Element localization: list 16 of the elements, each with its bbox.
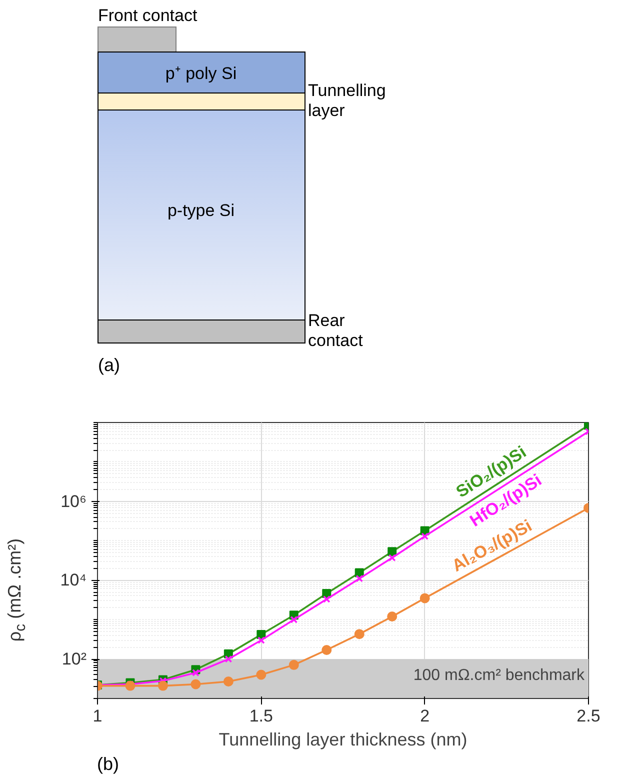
y-tick-label: 10⁶: [60, 492, 87, 511]
text: Front contact: [98, 6, 198, 25]
y-tick-label: 10⁴: [60, 570, 87, 590]
x-tick-label: 2.5: [576, 706, 600, 726]
text: (b): [97, 753, 119, 776]
y-tick-label: 10²: [62, 650, 87, 669]
x-tick-label: 1: [92, 706, 102, 726]
text: p-type Si: [167, 201, 235, 220]
x-axis-title: Tunnelling layer thickness (nm): [218, 730, 468, 750]
text: (a): [98, 355, 120, 375]
x-tick-label: 1.5: [249, 706, 273, 726]
text: p⁺ poly Si: [165, 64, 237, 83]
band-label: 100 mΩ.cm² benchmark: [413, 667, 586, 684]
x-tick-label: 2: [420, 706, 430, 726]
text: Rear contact: [308, 311, 364, 350]
text: Tunnelling layer: [308, 81, 386, 120]
